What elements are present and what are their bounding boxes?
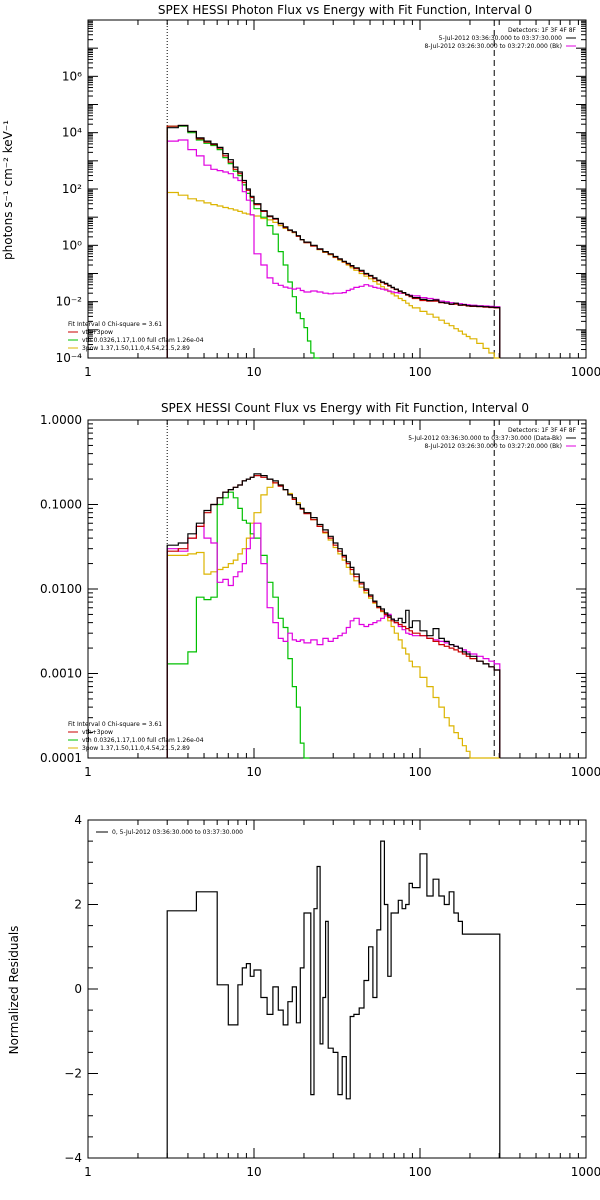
series-total-line [166, 124, 501, 358]
legend-data-interval: 5-Jul-2012 03:36:30.000 to 03:37:30.000 … [408, 435, 562, 442]
y-axis-label: Normalized Residuals [7, 926, 21, 1055]
series-thermal-line [166, 125, 320, 359]
y-tick-label: 10⁰ [62, 238, 82, 252]
legend-data-interval: 5-Jul-2012 03:36:30.000 to 03:37:30.000 [439, 35, 563, 42]
y-tick-label: 0.0100 [40, 582, 82, 596]
legend-fit-item: vth+3pow [82, 329, 113, 336]
legend-background-interval: 8-Jul-2012 03:26:30.000 to 03:27:20.000 … [424, 443, 562, 450]
x-tick-label: 1 [84, 765, 92, 779]
y-axis-label: photons s⁻¹ cm⁻² keV⁻¹ [1, 120, 15, 260]
count-flux-panel: SPEX HESSI Count Flux vs Energy with Fit… [40, 401, 600, 779]
legend-background-interval: 8-Jul-2012 03:26:30.000 to 03:27:20.000 … [424, 43, 562, 50]
y-tick-label: 0.0001 [40, 751, 82, 765]
x-tick-label: 1000 [571, 1165, 600, 1179]
legend-fit-item: 3pow 1.37,1.50,11.0,4.54,21.5,2.89 [82, 345, 190, 352]
series-background-line [166, 522, 501, 758]
y-tick-label: 0 [74, 982, 82, 996]
series-nonthermal-line [166, 191, 500, 359]
legend-residual-interval: 0, 5-Jul-2012 03:36:30.000 to 03:37:30.0… [112, 829, 243, 836]
x-tick-label: 10 [246, 1165, 261, 1179]
y-tick-label: 10² [62, 182, 82, 196]
y-tick-label: 4 [74, 813, 82, 827]
legend-detectors: Detectors: 1F 3F 4F 8F [508, 427, 577, 434]
y-tick-label: 2 [74, 898, 82, 912]
series-data-line [166, 124, 501, 358]
photon-flux-panel: SPEX HESSI Photon Flux vs Energy with Fi… [1, 3, 600, 379]
x-tick-label: 10 [246, 365, 261, 379]
x-tick-label: 1 [84, 1165, 92, 1179]
y-tick-label: 10⁻² [56, 295, 83, 309]
y-tick-label: 1.0000 [40, 413, 82, 427]
x-tick-label: 1000 [571, 765, 600, 779]
legend-fit-header: Fit Interval 0 Chi-square = 3.61 [68, 721, 162, 728]
x-tick-label: 1 [84, 365, 92, 379]
y-tick-label: 10⁴ [62, 126, 82, 140]
x-tick-label: 100 [409, 765, 432, 779]
legend-fit-item: vth+3pow [82, 729, 113, 736]
series-data-line [166, 473, 501, 758]
legend-fit-item: vth 0.0326,1.17,1.00 full cflam 1.26e-04 [82, 737, 204, 744]
legend-fit-item: 3pow 1.37,1.50,11.0,4.54,21.5,2.89 [82, 745, 190, 752]
x-tick-label: 100 [409, 1165, 432, 1179]
y-tick-label: −4 [64, 1151, 82, 1165]
y-tick-label: −2 [64, 1067, 82, 1081]
y-tick-label: 10⁻⁴ [56, 351, 83, 365]
series-background-line [166, 139, 501, 358]
x-tick-label: 10 [246, 765, 261, 779]
y-tick-label: 0.1000 [40, 498, 82, 512]
legend-fit-header: Fit Interval 0 Chi-square = 3.61 [68, 321, 162, 328]
x-tick-label: 100 [409, 365, 432, 379]
legend-detectors: Detectors: 1F 3F 4F 8F [508, 27, 577, 34]
chart-title: SPEX HESSI Count Flux vs Energy with Fit… [161, 401, 529, 415]
y-tick-label: 0.0010 [40, 667, 82, 681]
y-tick-label: 10⁶ [62, 69, 82, 83]
legend-fit-item: vth 0.0326,1.17,1.00 full cflam 1.26e-04 [82, 337, 204, 344]
chart-title: SPEX HESSI Photon Flux vs Energy with Fi… [158, 3, 532, 17]
plot-frame [87, 419, 587, 759]
plot-frame [87, 19, 587, 359]
residuals-panel: Normalized Residuals 1 10 100 1000 −4 −2 0 2 4 0,… [7, 813, 600, 1179]
plot-frame [87, 819, 587, 1159]
series-thermal-line [166, 491, 310, 759]
x-tick-label: 1000 [571, 365, 600, 379]
series-nonthermal-line [166, 482, 500, 759]
series-data-line [166, 840, 501, 1158]
